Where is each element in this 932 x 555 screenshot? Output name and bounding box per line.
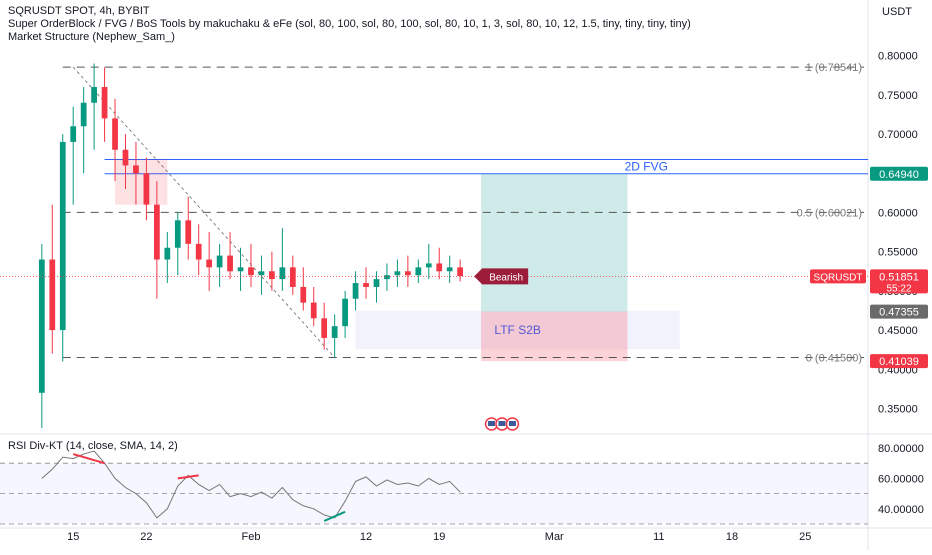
current-price-countdown: 55:22 <box>886 283 911 294</box>
price-axis-tick: 0.70000 <box>878 129 918 141</box>
candle-body <box>394 271 401 276</box>
candle-body <box>133 165 139 174</box>
time-axis-tick: 19 <box>433 531 445 543</box>
price-axis-tick: 0.35000 <box>878 403 918 415</box>
long-stop-zone <box>481 311 628 362</box>
time-axis-tick: 11 <box>653 531 664 543</box>
bearish-label-shape <box>474 268 529 285</box>
candle-body <box>384 275 390 280</box>
candle-body <box>248 267 254 276</box>
time-axis-tick: 25 <box>799 531 811 543</box>
time-axis-tick: 22 <box>140 531 152 543</box>
fib-level-label: 0.5 (0.60021) <box>797 207 862 219</box>
event-flag-stripes <box>498 421 506 426</box>
price-axis-tick: 0.80000 <box>878 51 918 63</box>
price-axis-tick: 0.75000 <box>878 90 918 102</box>
candle-body <box>425 263 432 268</box>
current-price-tag <box>870 269 928 294</box>
candle-body <box>59 141 66 331</box>
candle-body <box>321 318 328 338</box>
candle-body <box>373 279 380 287</box>
rsi-axis-tick: 40.00000 <box>878 504 924 516</box>
candle-body <box>415 267 422 276</box>
fib-level-label: 1 (0.78541) <box>806 62 862 74</box>
symbol-price-tag-label: SQRUSDT <box>814 272 863 283</box>
candle-body <box>164 247 171 260</box>
ltf-s2b-zone-label: LTF S2B <box>494 323 540 337</box>
candle-body <box>80 102 87 127</box>
candle-body <box>342 298 348 327</box>
symbol-title[interactable]: SQRUSDT SPOT, 4h, BYBIT <box>8 5 150 17</box>
candle-body <box>457 267 464 276</box>
candle-body <box>91 87 97 103</box>
candle-body <box>269 271 275 280</box>
candle-body <box>363 283 369 287</box>
candle-body <box>143 173 150 205</box>
candle-body <box>436 263 443 272</box>
event-flag-stripes <box>488 421 496 426</box>
time-axis-tick: 18 <box>726 531 738 543</box>
candle-body <box>310 302 317 319</box>
rsi-bearish-divergence-2 <box>177 474 199 480</box>
price-tag-target <box>870 166 928 181</box>
current-price-value: 0.51851 <box>879 271 919 283</box>
time-axis-tick: 12 <box>360 531 372 543</box>
symbol-price-tag <box>810 269 866 284</box>
price-axis-tick: 0.55000 <box>878 247 918 259</box>
candle-body <box>279 267 286 280</box>
rsi-axis-tick: 80.00000 <box>878 443 924 455</box>
time-axis-tick: 15 <box>67 531 79 543</box>
currency-label[interactable]: USDT <box>882 6 912 18</box>
rsi-bearish-divergence <box>72 453 105 465</box>
indicator-market-structure[interactable]: Market Structure (Nephew_Sam_) <box>8 31 175 43</box>
price-tag-target-value: 0.64940 <box>879 169 919 181</box>
event-flag-stripes <box>508 421 516 426</box>
candle-body <box>112 118 118 150</box>
candle-body <box>122 149 129 166</box>
ltf-s2b-zone <box>355 310 680 350</box>
rsi-line <box>41 450 461 519</box>
candle-body <box>237 267 244 272</box>
fib-level-label: 0 (0.41500) <box>806 353 862 365</box>
candle-body <box>300 286 307 303</box>
price-tag-stop <box>870 354 928 369</box>
candle-body <box>227 255 233 272</box>
candle-body <box>289 267 296 287</box>
candle-body <box>38 259 45 393</box>
candle-body <box>446 267 453 272</box>
rsi-band-fill <box>0 463 868 524</box>
candle-body <box>331 326 338 338</box>
bearish-annotation: Bearish <box>474 268 529 285</box>
time-axis-tick: Mar <box>545 531 564 543</box>
fvg-zone-2d-label: 2D FVG <box>625 160 668 174</box>
long-target-zone <box>481 173 628 312</box>
candle-body <box>49 259 56 331</box>
price-axis-tick: 0.45000 <box>878 325 918 337</box>
indicator-rsi-div[interactable]: RSI Div-KT (14, close, SMA, 14, 2) <box>8 440 178 452</box>
candle-body <box>258 271 265 276</box>
candle-body <box>352 283 359 299</box>
time-axis-tick: Feb <box>242 531 261 543</box>
candle-body <box>70 126 77 142</box>
candle-body <box>153 204 160 260</box>
bearish-order-block <box>115 159 168 205</box>
candle-body <box>174 220 181 248</box>
candle-body <box>206 259 213 268</box>
price-axis-tick: 0.60000 <box>878 207 918 219</box>
rsi-axis-tick: 60.00000 <box>878 473 924 485</box>
price-tag-entry-value: 0.47355 <box>879 307 919 319</box>
bearish-label-text: Bearish <box>489 272 523 283</box>
candle-body <box>101 87 108 119</box>
candle-body <box>195 243 202 260</box>
candle-body <box>216 255 223 268</box>
price-tag-entry <box>870 304 928 319</box>
fib-trend-line <box>72 66 335 358</box>
rsi-bullish-divergence <box>323 510 346 522</box>
indicator-super-orderblock[interactable]: Super OrderBlock / FVG / BoS Tools by ma… <box>8 18 691 30</box>
candle-body <box>185 220 192 244</box>
candle-body <box>404 271 411 276</box>
price-tag-stop-value: 0.41039 <box>879 356 919 368</box>
